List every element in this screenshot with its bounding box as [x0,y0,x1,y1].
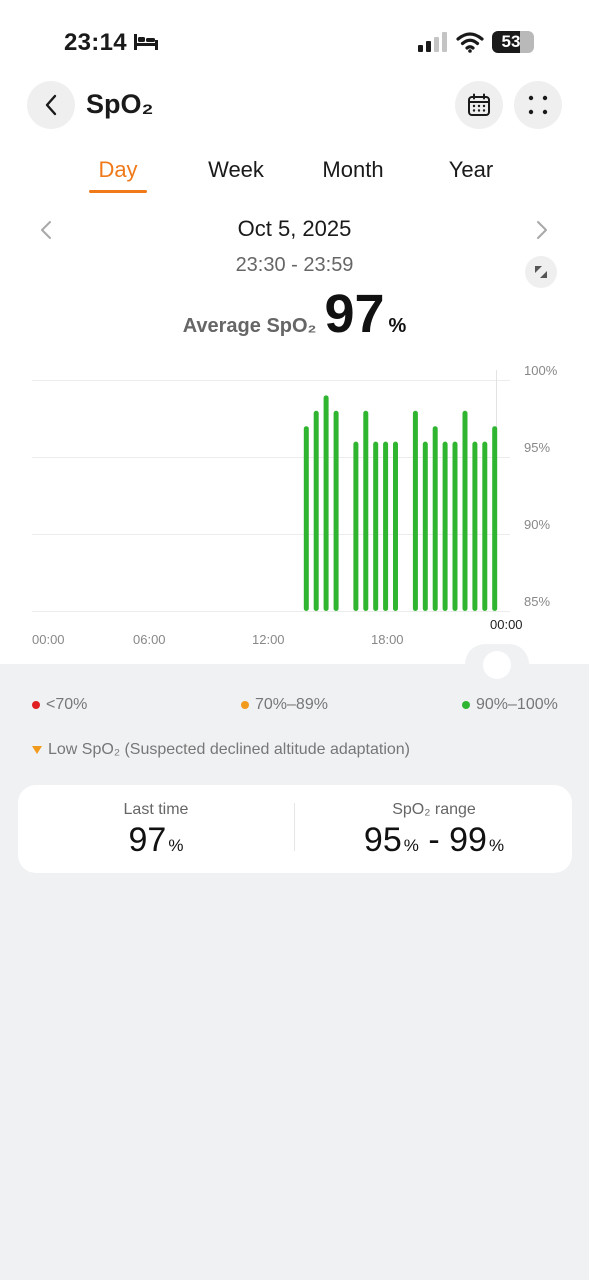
legend-mid: 70%–89% [241,696,328,714]
gridline [32,534,510,535]
chevron-left-icon [45,94,57,116]
grid-dots-icon [528,95,548,115]
average-spo2: Average SpO₂ 97 % [0,284,589,344]
legend-normal: 90%–100% [462,696,558,714]
y-tick-label: 95% [524,440,551,455]
chevron-right-icon [537,221,547,239]
page-title: SpO₂ [86,89,154,119]
low-note-label: Low SpO₂ (Suspected declined altitude ad… [48,741,410,758]
chevron-left-icon [41,221,51,239]
tab-indicator [89,190,147,193]
range-low: 95 [363,821,402,859]
legend-dot [241,701,249,709]
expand-icon [535,266,547,278]
spo2-bar [313,410,319,611]
last-time-label: Last time [123,801,189,818]
y-tick-label: 85% [524,594,551,609]
y-tick-label: 100% [524,363,558,378]
time-slider-handle[interactable] [483,651,511,679]
tab-year[interactable]: Year [448,157,494,182]
spo2-bar [422,441,428,611]
main-panel: 23:14 53 S [0,0,589,664]
spo2-bar [472,441,478,611]
range-high: 99 [449,821,487,859]
average-unit: % [388,315,407,337]
tab-day[interactable]: Day [98,157,138,182]
range-separator: - [428,821,440,859]
legend-dot [462,701,470,709]
wifi-icon [456,32,484,53]
x-tick-label: 00:00 [32,632,65,647]
last-time-column: Last time 97% [18,801,294,860]
last-time-unit: % [168,836,184,855]
range-value-row: 95% - 99% [296,821,572,860]
legend-dot [32,701,40,709]
next-day-button[interactable] [530,216,554,244]
spo2-bar [492,426,498,611]
range-low-unit: % [403,836,419,855]
signal-icon [418,32,447,52]
spo2-bar [353,441,359,611]
bed-icon [134,34,158,50]
gridline [32,457,510,458]
spo2-chart[interactable]: 100% 95% 90% 85% 00:00 00:00 06:00 12:00… [0,360,589,647]
battery-level: 53 [501,32,521,51]
back-button[interactable] [27,81,75,129]
spo2-bar [432,426,438,611]
spo2-bar [442,441,448,611]
end-time-label: 00:00 [490,617,523,632]
spo2-bar [452,441,458,611]
x-tick-label: 18:00 [371,632,404,647]
battery-empty-part [520,31,534,53]
card-divider [294,803,295,851]
more-button[interactable] [514,81,562,129]
spo2-bar [303,426,309,611]
bars-layer [303,395,498,611]
prev-day-button[interactable] [34,216,58,244]
spo2-bar [412,410,418,611]
calendar-icon [468,93,490,116]
tab-week[interactable]: Week [208,157,264,182]
last-time-value-row: 97% [18,821,294,860]
spo2-bar [462,410,468,611]
status-time: 23:14 [64,29,127,56]
warning-triangle-icon [32,746,42,754]
legend-label: 70%–89% [255,696,328,713]
low-spo2-note: Low SpO₂ (Suspected declined altitude ad… [32,741,410,759]
gridline [32,611,510,612]
calendar-button[interactable] [455,81,503,129]
spo2-bar [363,410,369,611]
summary-card: Last time 97% SpO₂ range 95% - 99% [18,785,572,873]
spo2-bar [373,441,379,611]
average-label: Average SpO₂ [182,315,317,337]
spo2-bar [393,441,398,611]
battery-tip [531,38,534,46]
average-value: 97 [324,284,385,344]
x-tick-label: 06:00 [133,632,166,647]
status-bar: 23:14 53 [0,0,589,80]
time-range: 23:30 - 23:59 [235,254,354,276]
range-high-unit: % [488,836,505,855]
legend-low: <70% [32,696,87,714]
range-column: SpO₂ range 95% - 99% [296,801,572,860]
selected-date: Oct 5, 2025 [237,216,352,241]
tab-month[interactable]: Month [322,157,384,182]
range-label: SpO₂ range [392,801,476,818]
y-tick-label: 90% [524,517,551,532]
gridline [32,380,510,381]
spo2-bar [482,441,488,611]
x-tick-label: 12:00 [252,632,285,647]
last-time-value: 97 [128,821,167,859]
spo2-bar [383,441,389,611]
spo2-bar [323,395,329,611]
legend-label: <70% [46,696,88,713]
expand-button[interactable] [525,256,557,288]
battery-indicator: 53 [492,31,534,53]
spo2-bar [333,410,339,611]
legend-label: 90%–100% [476,696,558,713]
